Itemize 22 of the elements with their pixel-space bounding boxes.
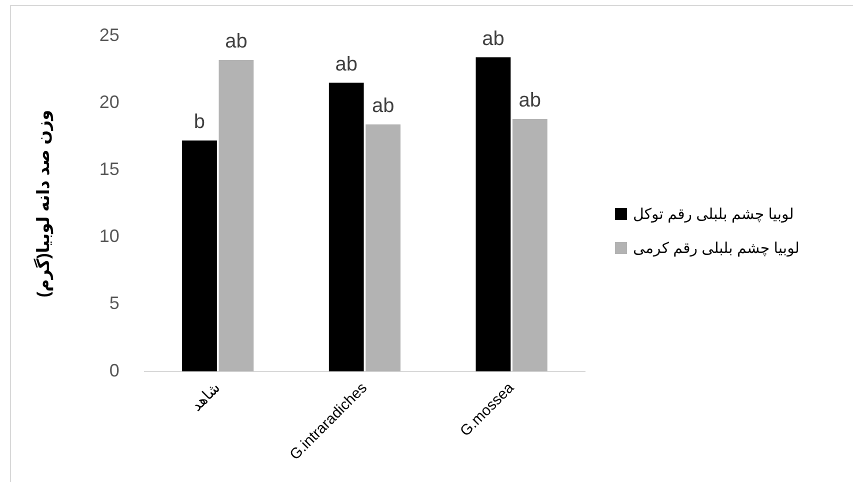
bar [366, 124, 401, 372]
legend-label: لوبیا چشم بلبلی رقم کرمی [633, 239, 800, 257]
y-tick-label: 10 [99, 226, 120, 246]
data-label: ab [372, 94, 394, 117]
data-label: ab [225, 30, 248, 52]
y-tick-label: 0 [109, 360, 120, 380]
legend-label: لوبیا چشم بلبلی رقم توکل [633, 205, 794, 223]
y-tick-label: 25 [99, 24, 120, 45]
data-label: b [194, 111, 206, 134]
y-axis-title: وزن صد دانه لوبیا(گرم) [32, 110, 54, 298]
y-tick-label: 15 [99, 158, 120, 179]
bar [182, 140, 217, 372]
bar [476, 57, 511, 372]
data-label: ab [335, 53, 358, 76]
bar [328, 82, 364, 372]
x-tick-label: شاهد [188, 379, 224, 415]
data-label: ab [482, 28, 504, 50]
y-tick-label: 20 [99, 92, 120, 112]
bar [218, 60, 254, 372]
y-tick-label: 5 [109, 293, 120, 314]
data-label: ab [518, 90, 542, 112]
bar [512, 119, 548, 372]
